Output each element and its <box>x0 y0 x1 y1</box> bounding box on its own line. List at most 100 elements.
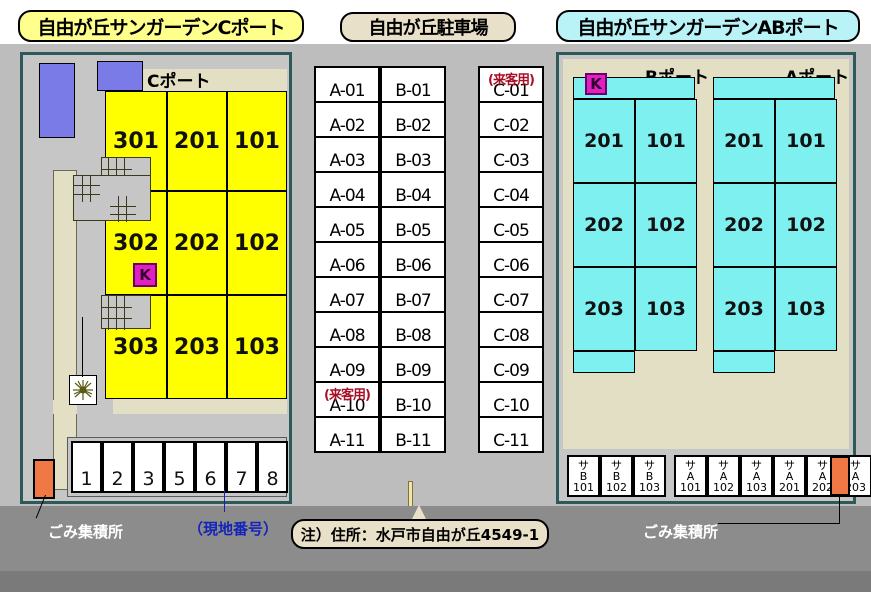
unit-b-101[interactable]: 101 <box>635 99 697 183</box>
unit-a-202[interactable]: 202 <box>713 183 775 267</box>
parking-space-5[interactable]: 5 <box>164 441 195 493</box>
parking-slot[interactable]: (来客用) A-10 <box>314 381 380 418</box>
parking-slot[interactable]: B-06 <box>380 241 446 278</box>
unit-b-102[interactable]: 102 <box>635 183 697 267</box>
visitor-note: (来客用) <box>324 388 371 403</box>
unit-a-201[interactable]: 201 <box>713 99 775 183</box>
slot-label: A-05 <box>329 221 365 241</box>
sub-kana: サ <box>817 458 828 472</box>
slot-label: A-11 <box>329 431 365 451</box>
unit-a-101[interactable]: 101 <box>775 99 837 183</box>
parking-slot[interactable]: (来客用) C-01 <box>478 66 544 103</box>
sub-kana: サ <box>850 458 861 472</box>
blue-block-left <box>39 63 75 138</box>
gomi-box-left[interactable] <box>33 459 55 499</box>
unit-a-103[interactable]: 103 <box>775 267 837 351</box>
unit-b-203[interactable]: 203 <box>573 267 635 351</box>
sub-num: 102 <box>713 480 734 494</box>
parking-slot[interactable]: A-01 <box>314 66 380 103</box>
parking-slot[interactable]: A-04 <box>314 171 380 208</box>
sub-parking-sa-a101[interactable]: サ A 101 <box>674 455 707 497</box>
parking-slot[interactable]: B-01 <box>380 66 446 103</box>
unit-c-203[interactable]: 203 <box>167 295 227 399</box>
parking-slot[interactable]: B-09 <box>380 346 446 383</box>
parking-slot[interactable]: C-03 <box>478 136 544 173</box>
sub-block: A <box>719 469 728 483</box>
parking-slot[interactable]: A-11 <box>314 416 380 453</box>
sub-num: 101 <box>680 480 701 494</box>
parking-space-6[interactable]: 6 <box>195 441 226 493</box>
parking-slot[interactable]: B-08 <box>380 311 446 348</box>
site-number-leader <box>224 490 225 512</box>
unit-c-202[interactable]: 202 <box>167 191 227 295</box>
parking-slot[interactable]: B-05 <box>380 206 446 243</box>
parking-slot[interactable]: C-05 <box>478 206 544 243</box>
parking-slot[interactable]: B-10 <box>380 381 446 418</box>
slot-label: A-09 <box>329 361 365 381</box>
blue-block-top <box>97 61 143 91</box>
sub-parking-sa-b101[interactable]: サ B 101 <box>567 455 600 497</box>
slot-label: C-04 <box>493 186 530 206</box>
slot-label: A-02 <box>329 116 365 136</box>
parking-space-8[interactable]: 8 <box>257 441 288 493</box>
parking-space-3[interactable]: 3 <box>133 441 164 493</box>
parking-slot[interactable]: A-07 <box>314 276 380 313</box>
slot-label: C-05 <box>493 221 530 241</box>
parking-slot[interactable]: B-02 <box>380 101 446 138</box>
parking-slot[interactable]: A-05 <box>314 206 380 243</box>
bottom-band-shadow <box>0 571 871 592</box>
sub-parking-sa-a103[interactable]: サ A 103 <box>740 455 773 497</box>
slot-label: C-09 <box>493 361 530 381</box>
parking-slot[interactable]: B-11 <box>380 416 446 453</box>
sub-num: 202 <box>812 480 833 494</box>
parking-slot[interactable]: A-08 <box>314 311 380 348</box>
unit-c-201[interactable]: 201 <box>167 91 227 191</box>
stair-landing-hatch <box>74 176 150 222</box>
site-map-canvas: Cポート 301 201 101 302 202 102 303 203 103 <box>0 44 871 549</box>
parking-slot[interactable]: C-06 <box>478 241 544 278</box>
parking-slot[interactable]: C-10 <box>478 381 544 418</box>
slot-label: B-08 <box>395 326 431 346</box>
unit-c-101[interactable]: 101 <box>227 91 287 191</box>
parking-slot[interactable]: A-02 <box>314 101 380 138</box>
banner-parking-label: 自由が丘駐車場 <box>368 18 489 39</box>
unit-c-103[interactable]: 103 <box>227 295 287 399</box>
unit-b-201[interactable]: 201 <box>573 99 635 183</box>
parking-slot[interactable]: A-09 <box>314 346 380 383</box>
key-box-icon-b[interactable]: K <box>585 73 607 95</box>
sub-block: B <box>612 469 621 483</box>
parking-slot[interactable]: C-09 <box>478 346 544 383</box>
unit-b-103[interactable]: 103 <box>635 267 697 351</box>
unit-c-102[interactable]: 102 <box>227 191 287 295</box>
visitor-note: (来客用) <box>488 73 535 88</box>
sub-parking-sa-b103[interactable]: サ B 103 <box>633 455 666 497</box>
parking-slot[interactable]: B-03 <box>380 136 446 173</box>
key-box-icon-c[interactable]: K <box>133 263 157 287</box>
sub-block: B <box>579 469 588 483</box>
unit-a-102[interactable]: 102 <box>775 183 837 267</box>
parking-column-a: A-01 A-02 A-03 A-04 A-05 A-06 A-07 A-08 … <box>314 66 380 453</box>
slot-label: B-02 <box>395 116 431 136</box>
parking-space-1[interactable]: 1 <box>71 441 102 493</box>
parking-slot[interactable]: C-08 <box>478 311 544 348</box>
unit-a-203[interactable]: 203 <box>713 267 775 351</box>
parking-slot[interactable]: A-06 <box>314 241 380 278</box>
parking-slot[interactable]: C-07 <box>478 276 544 313</box>
unit-b-202[interactable]: 202 <box>573 183 635 267</box>
gomi-box-right[interactable] <box>830 456 850 496</box>
parking-space-7[interactable]: 7 <box>226 441 257 493</box>
parking-slot[interactable]: A-03 <box>314 136 380 173</box>
sub-parking-sa-a102[interactable]: サ A 102 <box>707 455 740 497</box>
banner-c-port-label: 自由が丘サンガーデンCポート <box>37 16 286 39</box>
parking-slot[interactable]: C-11 <box>478 416 544 453</box>
parking-slot[interactable]: B-04 <box>380 171 446 208</box>
parking-slot[interactable]: B-07 <box>380 276 446 313</box>
sub-kana: サ <box>644 458 655 472</box>
sub-parking-sa-a201[interactable]: サ A 201 <box>773 455 806 497</box>
parking-slot[interactable]: C-04 <box>478 171 544 208</box>
sub-block: A <box>818 469 827 483</box>
parking-space-2[interactable]: 2 <box>102 441 133 493</box>
sub-num: 101 <box>573 480 594 494</box>
sub-parking-sa-b102[interactable]: サ B 102 <box>600 455 633 497</box>
parking-slot[interactable]: C-02 <box>478 101 544 138</box>
